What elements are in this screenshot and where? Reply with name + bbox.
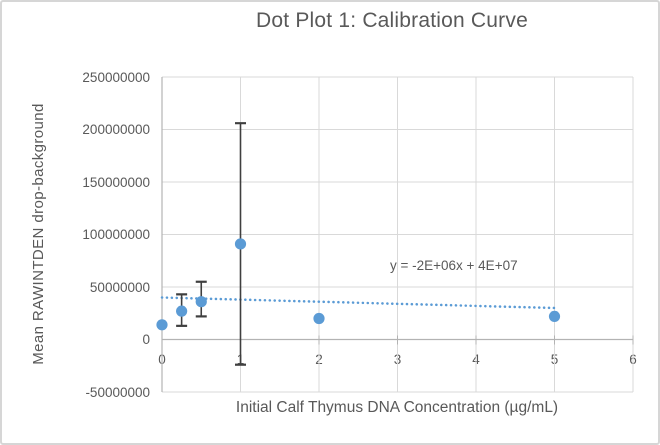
y-tick-label: 100000000: [82, 227, 150, 242]
data-point-marker: [195, 296, 207, 308]
data-point-marker: [313, 312, 325, 325]
data-point-marker: [234, 238, 247, 250]
chart-title: Dot Plot 1: Calibration Curve: [256, 9, 528, 32]
y-tick-label: 0: [142, 332, 150, 347]
trendline: [160, 296, 556, 310]
y-tick-label: 250000000: [82, 69, 150, 85]
y-tick-label: -50000000: [85, 384, 150, 400]
data-point-marker: [548, 310, 561, 322]
y-tick-label: 50000000: [89, 279, 150, 295]
data-point-marker: [176, 305, 188, 317]
y-tick-label: 150000000: [82, 174, 150, 190]
y-tick-label: 200000000: [82, 122, 150, 137]
trendline-equation-label: y = -2E+06x + 4E+07: [390, 258, 518, 273]
data-point-marker: [156, 319, 168, 331]
x-axis-title: Initial Calf Thymus DNA Concentration (µ…: [235, 399, 559, 416]
